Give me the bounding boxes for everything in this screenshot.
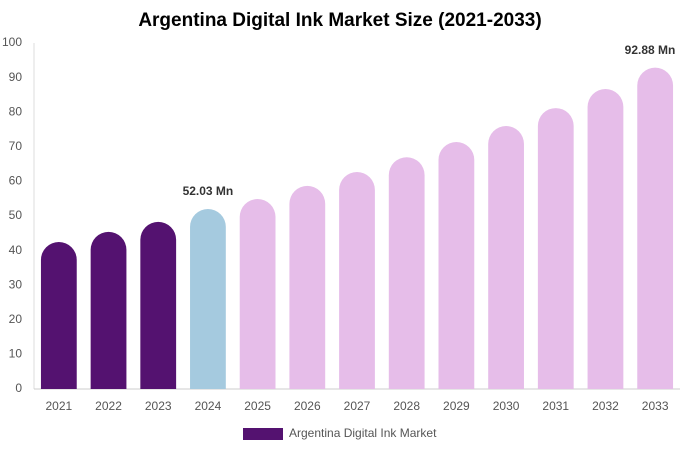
bar <box>190 208 226 389</box>
bar <box>289 185 326 389</box>
y-tick-label: 50 <box>9 208 23 222</box>
x-tick-label: 2031 <box>542 399 569 413</box>
y-tick-label: 40 <box>9 243 23 257</box>
bar <box>388 157 425 389</box>
y-tick-label: 30 <box>9 277 23 291</box>
bar <box>587 89 624 389</box>
chart-title: Argentina Digital Ink Market Size (2021-… <box>138 10 541 31</box>
x-tick-label: 2021 <box>45 399 72 413</box>
y-tick-label: 80 <box>9 104 23 118</box>
bar <box>140 221 177 389</box>
x-tick-label: 2022 <box>95 399 122 413</box>
legend-label: Argentina Digital Ink Market <box>289 426 437 440</box>
x-tick-label: 2026 <box>294 399 321 413</box>
y-tick-label: 0 <box>15 381 22 395</box>
value-label: 52.03 Mn <box>183 184 234 198</box>
bar <box>488 126 524 389</box>
bar <box>537 108 574 390</box>
y-tick-label: 20 <box>9 312 23 326</box>
x-tick-label: 2028 <box>393 399 420 413</box>
bar <box>40 241 77 389</box>
y-tick-label: 60 <box>9 174 23 188</box>
y-tick-label: 10 <box>9 347 23 361</box>
bar <box>637 67 674 389</box>
y-tick-label: 100 <box>2 35 22 49</box>
x-tick-label: 2030 <box>493 399 520 413</box>
value-label: 92.88 Mn <box>625 43 676 57</box>
bar <box>339 172 375 389</box>
bar <box>438 141 475 389</box>
bar <box>239 199 276 389</box>
x-tick-label: 2029 <box>443 399 470 413</box>
x-tick-label: 2024 <box>195 399 222 413</box>
x-tick-label: 2025 <box>244 399 271 413</box>
x-tick-label: 2027 <box>344 399 371 413</box>
bar <box>90 231 127 389</box>
x-tick-label: 2033 <box>642 399 669 413</box>
y-tick-label: 70 <box>9 139 23 153</box>
legend-swatch <box>243 428 283 440</box>
x-tick-label: 2032 <box>592 399 619 413</box>
x-tick-label: 2023 <box>145 399 172 413</box>
y-tick-label: 90 <box>9 70 23 84</box>
